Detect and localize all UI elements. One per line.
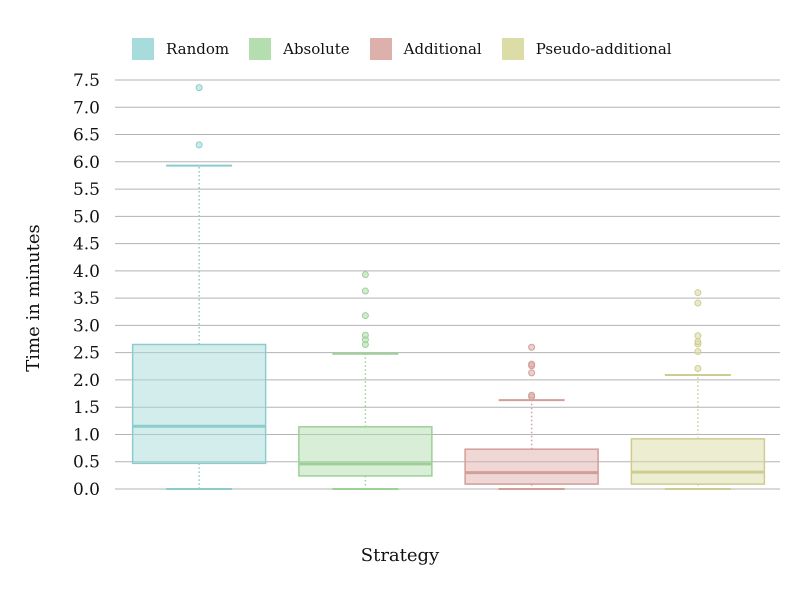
legend-label: Absolute [283,40,350,58]
legend-item: Additional [369,38,482,60]
box [630,438,766,485]
legend-swatch [501,38,524,60]
y-tick-label: 3.5 [73,289,100,309]
y-tick-label: 4.5 [73,235,100,255]
outlier-point [528,360,536,368]
y-tick-label: 4.0 [73,262,100,282]
outlier-point [528,343,536,351]
outlier-point [361,331,369,339]
y-tick-label: 1.0 [73,425,100,445]
legend-item: Pseudo-additional [501,38,672,60]
legend-label: Random [166,40,230,58]
legend: Random Absolute Additional Pseudo-additiona… [132,38,692,60]
outlier-point [694,332,702,340]
legend-swatch [369,38,392,60]
legend-swatch [132,38,154,60]
outlier-point [694,338,702,346]
y-tick-label: 0.5 [73,453,100,473]
outlier-point [528,391,536,399]
box [298,426,433,477]
outlier-point [694,299,702,307]
y-tick-label: 0.0 [73,480,100,500]
outlier-point [528,369,536,377]
legend-item: Random [132,38,229,60]
legend-item: Absolute [249,38,350,60]
legend-label: Pseudo-additional [535,40,672,58]
outlier-point [694,364,702,372]
outlier-point [195,141,203,149]
outlier-point [694,289,702,297]
y-tick-label: 1.5 [73,398,100,418]
x-axis-title: Strategy [361,545,440,566]
y-tick-label: 7.5 [73,71,100,91]
y-tick-label: 2.0 [73,371,100,391]
outlier-point [694,348,702,356]
legend-swatch [249,38,272,60]
box [464,448,599,485]
outlier-point [361,271,369,279]
y-tick-label: 6.5 [73,126,100,146]
y-tick-label: 3.0 [73,316,100,336]
outlier-point [195,84,203,92]
y-tick-label: 6.0 [73,153,100,173]
y-axis-title: Time in minutes [23,224,44,371]
legend-label: Additional [403,40,482,58]
box [131,343,267,465]
y-tick-label: 2.5 [73,344,100,364]
outlier-point [361,312,369,320]
outlier-point [361,287,369,295]
y-tick-label: 5.0 [73,207,100,227]
y-tick-label: 7.0 [73,98,100,118]
y-tick-label: 5.5 [73,180,100,200]
